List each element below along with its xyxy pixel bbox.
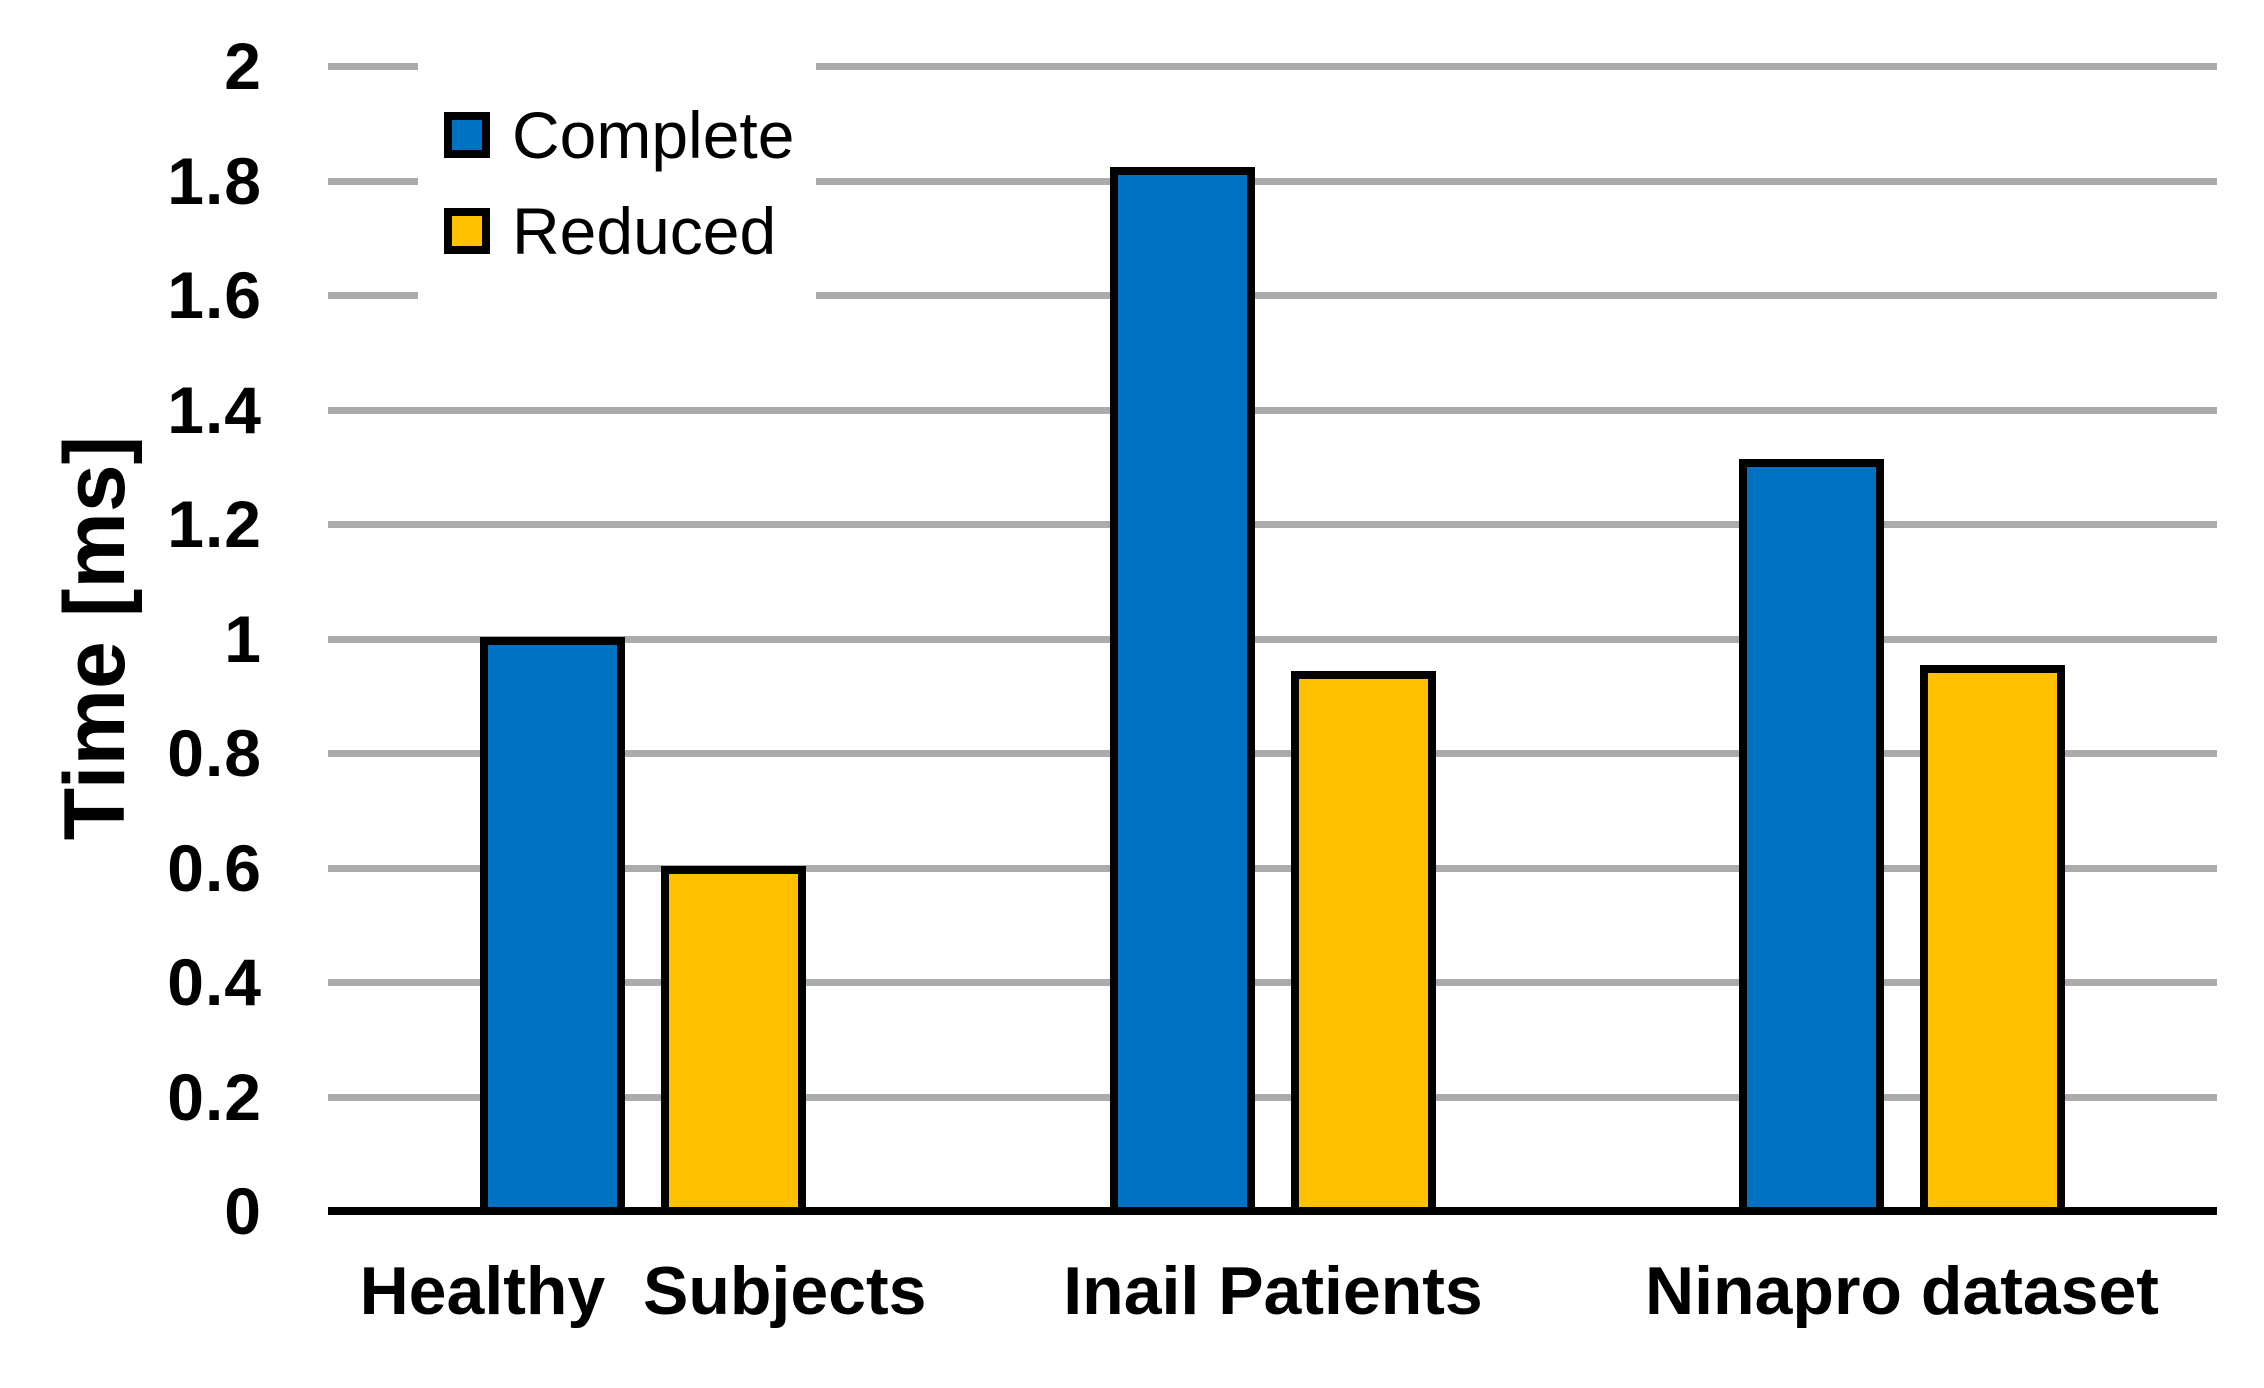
gridline-y-0.2 (328, 1093, 2217, 1101)
legend-swatch-reduced (444, 208, 490, 254)
gridline-y-1.2 (328, 521, 2217, 528)
y-tick-label-0-2: 0.2 (167, 1059, 262, 1134)
legend-swatch-complete (444, 112, 490, 158)
y-tick-label-1-2: 1.2 (167, 487, 262, 561)
plot-area: Complete Reduced (328, 58, 2217, 1215)
x-axis-line (328, 1207, 2217, 1215)
bar-reduced-ninapro-dataset (1920, 665, 2065, 1215)
gridline-y-1.4 (328, 406, 2217, 414)
gridline-y-2 (328, 63, 2217, 70)
y-tick-label-2: 2 (224, 29, 262, 103)
legend: Complete Reduced (418, 58, 816, 308)
x-axis-category-labels: Healthy Subjects Inail Patients Ninapro da… (328, 1252, 2217, 1362)
x-category-label-healthy-subjects: Healthy Subjects (359, 1253, 927, 1329)
bar-complete-ninapro-dataset (1739, 459, 1884, 1215)
bar-complete-healthy-subjects (480, 637, 625, 1215)
legend-entry-reduced: Reduced (444, 195, 816, 267)
gridline-y-1.6 (328, 292, 2217, 299)
legend-label-reduced: Reduced (512, 194, 777, 268)
y-axis-tick-labels: 2 1.8 1.6 1.4 1.2 1 0.8 0.6 0.4 0.2 0 (0, 29, 262, 1248)
y-tick-label-1-8: 1.8 (167, 143, 262, 218)
x-category-label-inail-patients: Inail Patients (1063, 1253, 1483, 1329)
y-tick-label-1-6: 1.6 (167, 258, 262, 332)
gridline-y-1.8 (328, 177, 2217, 185)
y-tick-label-1: 1 (224, 601, 262, 676)
y-tick-label-0-6: 0.6 (167, 830, 262, 905)
bar-reduced-inail-patients (1291, 671, 1436, 1215)
gridline-y-1 (328, 635, 2217, 643)
gridline-y-0.4 (328, 979, 2217, 986)
x-category-label-ninapro-dataset: Ninapro dataset (1645, 1253, 2159, 1329)
y-tick-label-0-4: 0.4 (167, 945, 262, 1019)
legend-entry-complete: Complete (444, 99, 816, 171)
gridline-y-0.6 (328, 864, 2217, 872)
y-tick-label-0: 0 (224, 1174, 262, 1248)
y-tick-label-0-8: 0.8 (167, 716, 262, 790)
bar-reduced-healthy-subjects (661, 866, 806, 1215)
gridline-y-0.8 (328, 750, 2217, 757)
bar-complete-inail-patients (1110, 167, 1255, 1215)
y-tick-label-1-4: 1.4 (167, 372, 262, 447)
legend-label-complete: Complete (512, 98, 795, 172)
